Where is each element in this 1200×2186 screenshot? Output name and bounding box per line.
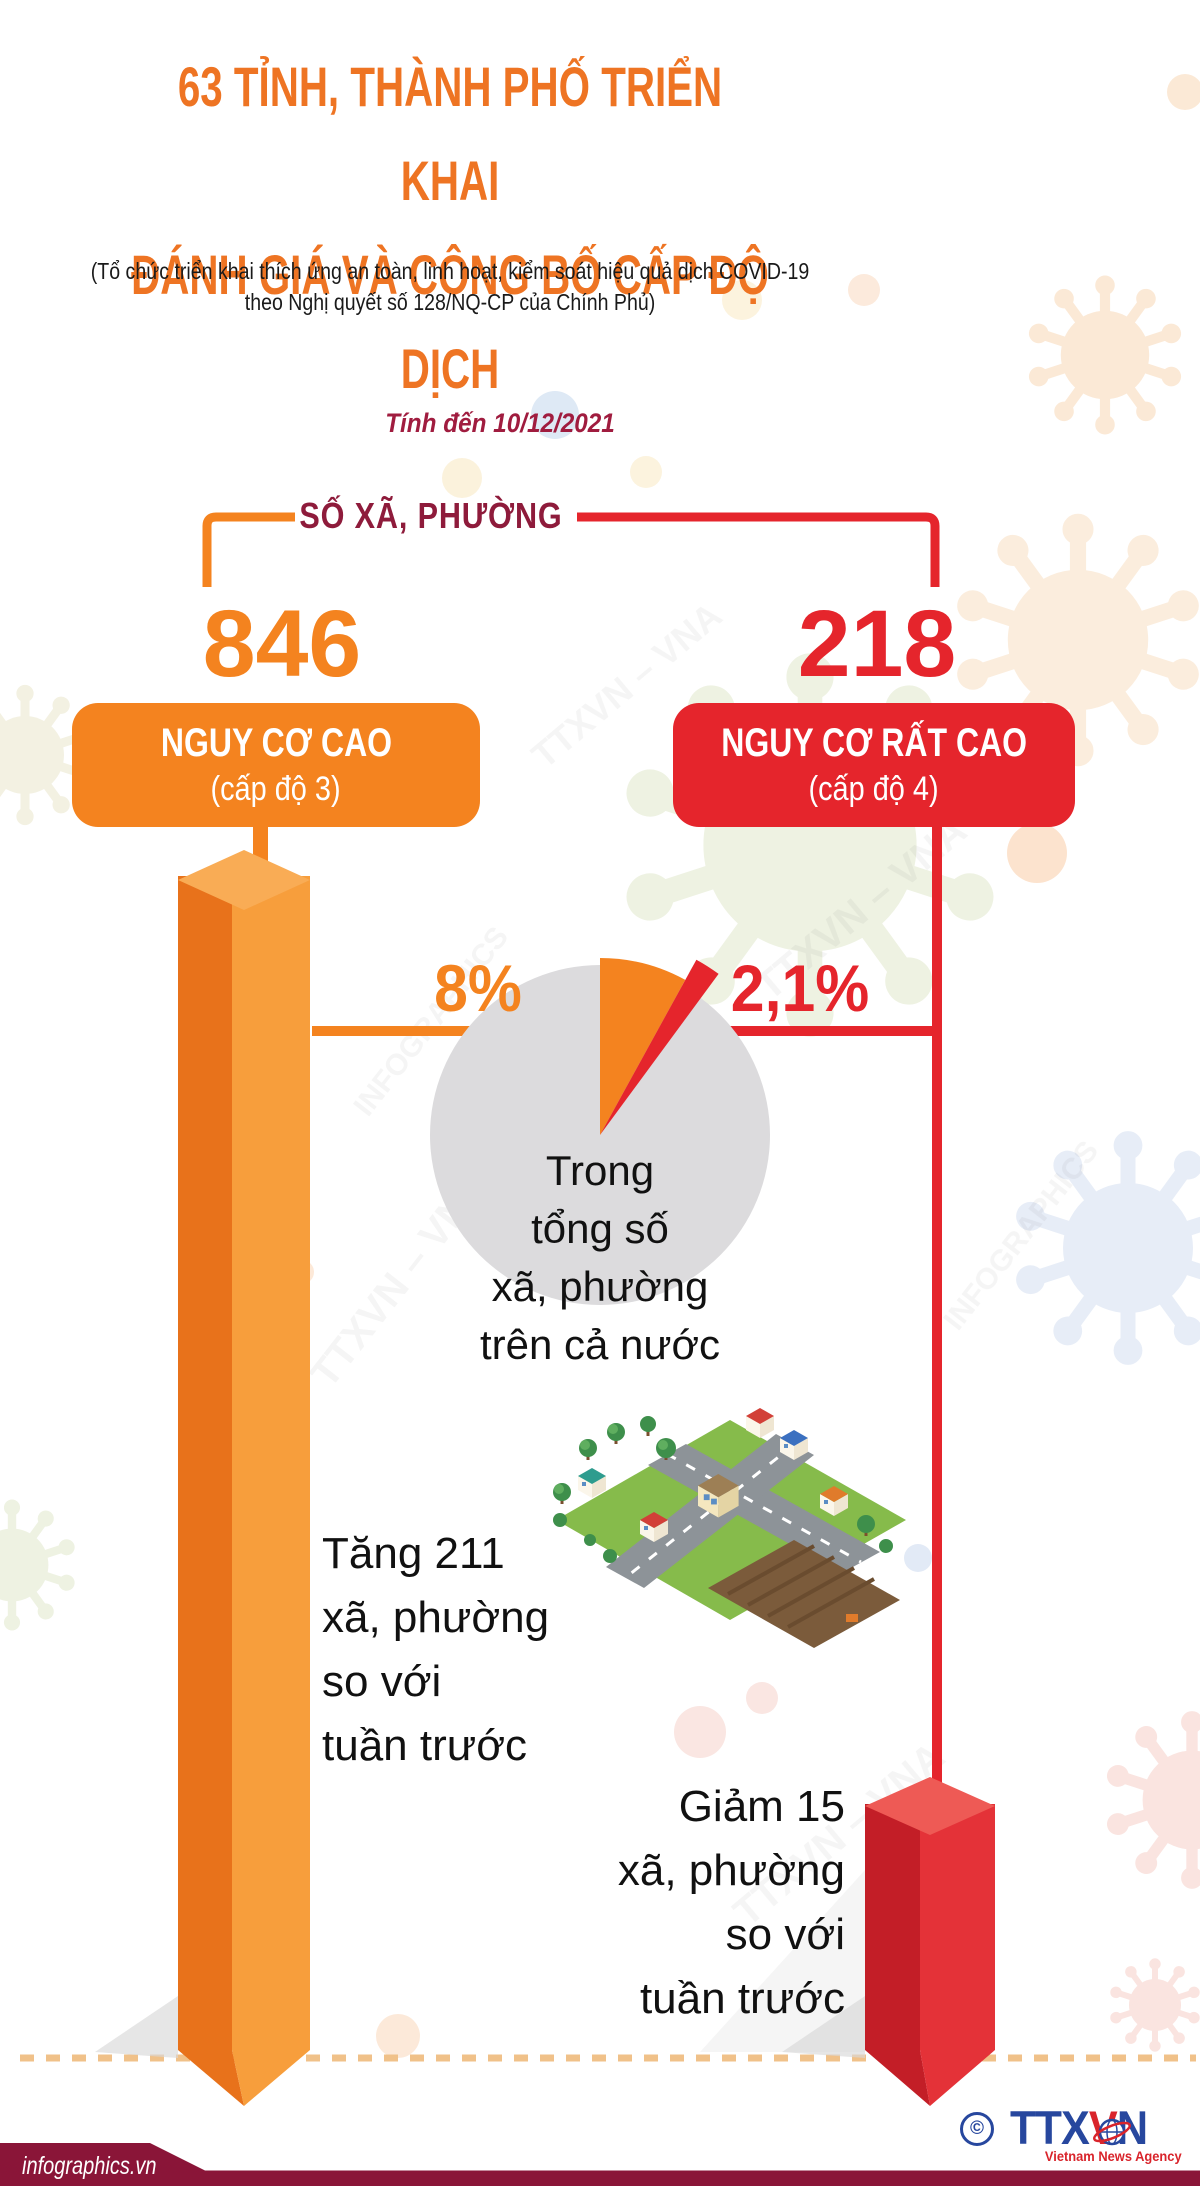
agency-logo-ttx: TTX [1010,2101,1090,2154]
footer-site-label: infographics.vn [22,2152,157,2180]
very-high-risk-badge: NGUY CƠ RẤT CAO (cấp độ 4) [673,703,1075,827]
high-risk-note-line2: xã, phường [322,1593,550,1642]
high-risk-label: NGUY CƠ CAO [160,721,392,765]
high-risk-count: 846 [202,591,362,697]
pie-chart [430,958,770,1305]
red-column-shadow-long [700,1870,865,2052]
page-subtitle: (Tổ chức triển khai thích ứng an toàn, l… [68,256,833,318]
pie-slice-high-risk [600,958,686,1135]
very-high-risk-count: 218 [797,591,957,697]
pastel-dots [290,74,1200,2058]
high-risk-note-line1: Tăng 211 [322,1529,505,1578]
bracket-very-high-risk [577,512,940,587]
very-high-risk-note-line3: so với [725,1910,845,1959]
copyright-icon: © [960,2112,994,2146]
page-title-line1: 63 TỈNH, THÀNH PHỐ TRIỂN KHAI [177,55,723,212]
red-column-shadow [782,1996,865,2058]
city-illustration [553,1408,906,1648]
pie-caption-line4: trên cả nước [479,1321,721,1368]
high-risk-change-note: Tăng 211 xã, phường so với tuần trước [322,1522,549,1778]
agency-sub-label: Vietnam News Agency [1045,2148,1182,2164]
very-high-risk-note-line1: Giảm 15 [678,1782,845,1831]
high-risk-note-line3: so với [322,1657,442,1706]
pie-caption-line3: xã, phường [491,1263,709,1310]
very-high-risk-note-line4: tuần trước [639,1974,845,2023]
section-heading: SỐ XÃ, PHƯỜNG [299,495,563,536]
very-high-risk-note-line2: xã, phường [617,1846,845,1895]
high-risk-note-line4: tuần trước [322,1721,528,1770]
high-risk-badge: NGUY CƠ CAO (cấp độ 3) [72,703,480,827]
page-subtitle-line1: (Tổ chức triển khai thích ứng an toàn, l… [90,258,810,284]
pie-slice-very-high-risk [600,959,719,1135]
orange-column-shadow [95,1996,178,2058]
page-subtitle-line2: theo Nghị quyết số 128/NQ-CP của Chính P… [244,289,656,315]
very-high-risk-sublabel: (cấp độ 4) [808,770,940,808]
pie-caption-line2: tổng số [531,1205,669,1252]
high-risk-sublabel: (cấp độ 3) [210,770,342,808]
page-title: 63 TỈNH, THÀNH PHỐ TRIỂN KHAI ĐÁNH GIÁ V… [126,40,774,416]
red-column [865,1777,995,2106]
pie-caption-line1: Trong [545,1147,655,1194]
pie-caption: Trong tổng số xã, phường trên cả nước [350,1142,850,1374]
very-high-risk-percent: 2,1% [730,951,870,1025]
as-of-date: Tính đến 10/12/2021 [385,408,615,438]
high-risk-percent: 8% [434,951,522,1025]
page-title-line2: ĐÁNH GIÁ VÀ CÔNG BỐ CẤP ĐỘ DỊCH [131,243,769,400]
orange-column [178,850,310,2106]
very-high-risk-label: NGUY CƠ RẤT CAO [721,721,1027,765]
globe-icon [1092,2118,1132,2146]
bracket-high-risk [202,512,295,587]
very-high-risk-change-note: Giảm 15 xã, phường so với tuần trước [618,1775,845,2031]
